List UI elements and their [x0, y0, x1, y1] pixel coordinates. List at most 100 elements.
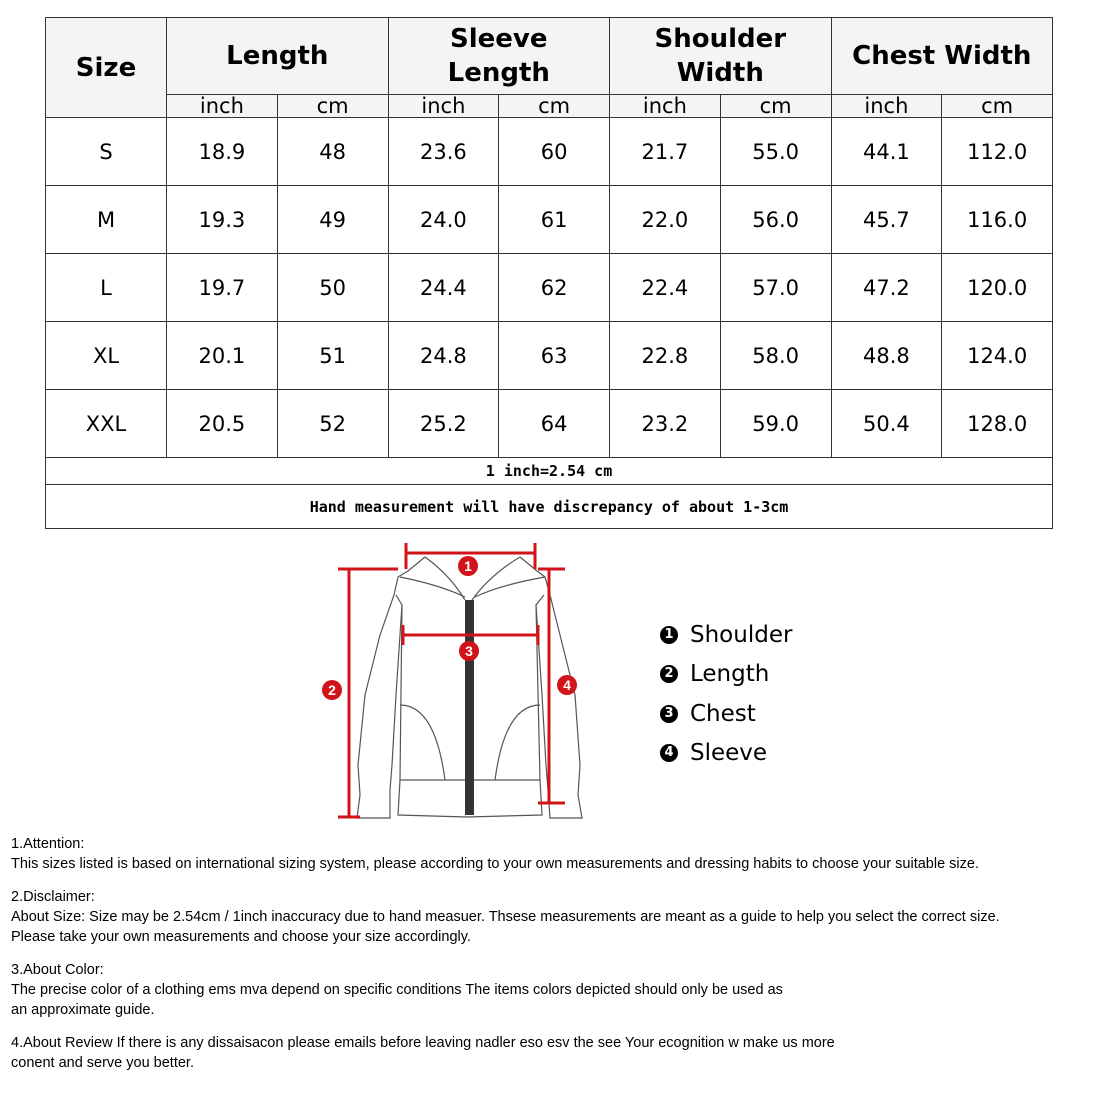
measurement-cell: 112.0	[941, 117, 1054, 186]
number-badge-icon: 1	[660, 625, 678, 644]
svg-text:1: 1	[464, 558, 472, 574]
note-line: This sizes listed is based on internatio…	[11, 856, 979, 872]
measurement-cell: 19.7	[166, 253, 278, 322]
legend-label: Sleeve	[690, 740, 768, 767]
jacket-outline-icon	[356, 556, 583, 819]
legend-item: 2 Length	[660, 655, 792, 695]
measurement-cell: 60	[498, 117, 611, 186]
note-paragraph: 3.About Color: The precise color of a clo…	[11, 960, 1000, 1020]
note-title: 2.Disclaimer:	[11, 889, 95, 905]
note-line: About Size: Size may be 2.54cm / 1inch i…	[11, 909, 1000, 925]
svg-text:3: 3	[465, 643, 473, 659]
header-chest-width: Chest Width	[830, 17, 1054, 95]
measurement-cell: 64	[498, 389, 611, 458]
size-cell: L	[45, 253, 167, 322]
legend-item: 3 Chest	[660, 694, 792, 734]
unit-header: cm	[719, 94, 832, 118]
measurement-cell: 62	[498, 253, 611, 322]
unit-header: inch	[387, 94, 500, 118]
marker-4-icon: 4	[557, 675, 577, 695]
marker-1-icon: 1	[458, 556, 478, 576]
marker-3-icon: 3	[459, 641, 479, 661]
note-paragraph: 1.Attention: This sizes listed is based o…	[11, 834, 1000, 874]
measurement-cell: 19.3	[166, 185, 278, 254]
measurement-cell: 50	[276, 253, 389, 322]
unit-header: inch	[166, 94, 278, 118]
measurement-cell: 55.0	[719, 117, 832, 186]
measurement-cell: 56.0	[719, 185, 832, 254]
measurement-cell: 57.0	[719, 253, 832, 322]
note-title: 1.Attention:	[11, 836, 85, 852]
jacket-diagram: 1 2 3 4	[322, 543, 583, 819]
measurement-cell: 22.4	[609, 253, 721, 322]
size-chart-table: Size Length Sleeve Length Shoulder Width…	[44, 17, 1054, 529]
measurement-cell: 63	[498, 321, 611, 390]
unit-header: inch	[609, 94, 721, 118]
number-badge-icon: 3	[660, 704, 678, 723]
legend-item: 1 Shoulder	[660, 615, 792, 655]
legend-label: Length	[690, 661, 770, 688]
measurement-cell: 47.2	[830, 253, 943, 322]
measurement-cell: 44.1	[830, 117, 943, 186]
measurement-cell: 124.0	[941, 321, 1054, 390]
note-title: 4.About Review If there is any dissaisac…	[11, 1035, 835, 1051]
measurement-lines	[338, 543, 565, 819]
note-paragraph: 4.About Review If there is any dissaisac…	[11, 1033, 1000, 1073]
legend-label: Shoulder	[690, 621, 793, 648]
table-row: M 19.3 49 24.0 61 22.0 56.0 45.7 116.0	[45, 185, 1054, 254]
measurement-cell: 49	[276, 185, 389, 254]
table-row: XXL 20.5 52 25.2 64 23.2 59.0 50.4 128.0	[45, 389, 1054, 458]
measurement-cell: 24.0	[387, 185, 500, 254]
legend-label: Chest	[690, 700, 756, 727]
number-badge-icon: 4	[660, 744, 678, 763]
measurement-cell: 128.0	[941, 389, 1054, 458]
note-paragraph: 2.Disclaimer: About Size: Size may be 2.5…	[11, 887, 1000, 947]
measurement-cell: 48	[276, 117, 389, 186]
table-row: XL 20.1 51 24.8 63 22.8 58.0 48.8 124.0	[45, 321, 1054, 390]
measurement-cell: 45.7	[830, 185, 943, 254]
measurement-cell: 61	[498, 185, 611, 254]
legend-item: 4 Sleeve	[660, 734, 792, 774]
svg-text:4: 4	[563, 677, 571, 693]
measurement-cell: 59.0	[719, 389, 832, 458]
size-cell: M	[45, 185, 167, 254]
measurement-cell: 24.8	[387, 321, 500, 390]
header-shoulder-width: Shoulder Width	[609, 17, 832, 95]
discrepancy-note: Hand measurement will have discrepancy o…	[44, 484, 1054, 529]
measurement-cell: 18.9	[166, 117, 278, 186]
measurement-cell: 24.4	[387, 253, 500, 322]
unit-header: cm	[941, 94, 1054, 118]
measurement-cell: 48.8	[830, 321, 943, 390]
measurement-cell: 21.7	[609, 117, 721, 186]
note-line: Please take your own measurements and ch…	[11, 929, 471, 945]
header-length: Length	[166, 17, 389, 95]
unit-header: inch	[830, 94, 943, 118]
measurement-cell: 50.4	[830, 389, 943, 458]
unit-header: cm	[498, 94, 611, 118]
measurement-cell: 25.2	[387, 389, 500, 458]
notes-section: 1.Attention: This sizes listed is based o…	[11, 834, 1000, 1086]
table-row: L 19.7 50 24.4 62 22.4 57.0 47.2 120.0	[45, 253, 1054, 322]
measurement-cell: 120.0	[941, 253, 1054, 322]
measurement-cell: 23.6	[387, 117, 500, 186]
size-cell: XXL	[45, 389, 167, 458]
measurement-cell: 51	[276, 321, 389, 390]
measurement-legend: 1 Shoulder 2 Length 3 Chest 4 Sleeve	[660, 615, 792, 773]
measurement-cell: 23.2	[609, 389, 721, 458]
conversion-note: 1 inch=2.54 cm	[44, 457, 1054, 485]
number-badge-icon: 2	[660, 665, 678, 684]
measurement-cell: 58.0	[719, 321, 832, 390]
size-cell: XL	[45, 321, 167, 390]
header-sleeve-length: Sleeve Length	[387, 17, 611, 95]
note-line: an approximate guide.	[11, 1002, 155, 1018]
header-size: Size	[45, 17, 167, 118]
size-cell: S	[45, 117, 167, 186]
note-line: conent and serve you better.	[11, 1055, 194, 1071]
measurement-cell: 22.8	[609, 321, 721, 390]
measurement-cell: 20.5	[166, 389, 278, 458]
unit-header: cm	[276, 94, 389, 118]
measurement-cell: 20.1	[166, 321, 278, 390]
measurement-cell: 116.0	[941, 185, 1054, 254]
marker-2-icon: 2	[322, 680, 342, 700]
measurement-cell: 22.0	[609, 185, 721, 254]
